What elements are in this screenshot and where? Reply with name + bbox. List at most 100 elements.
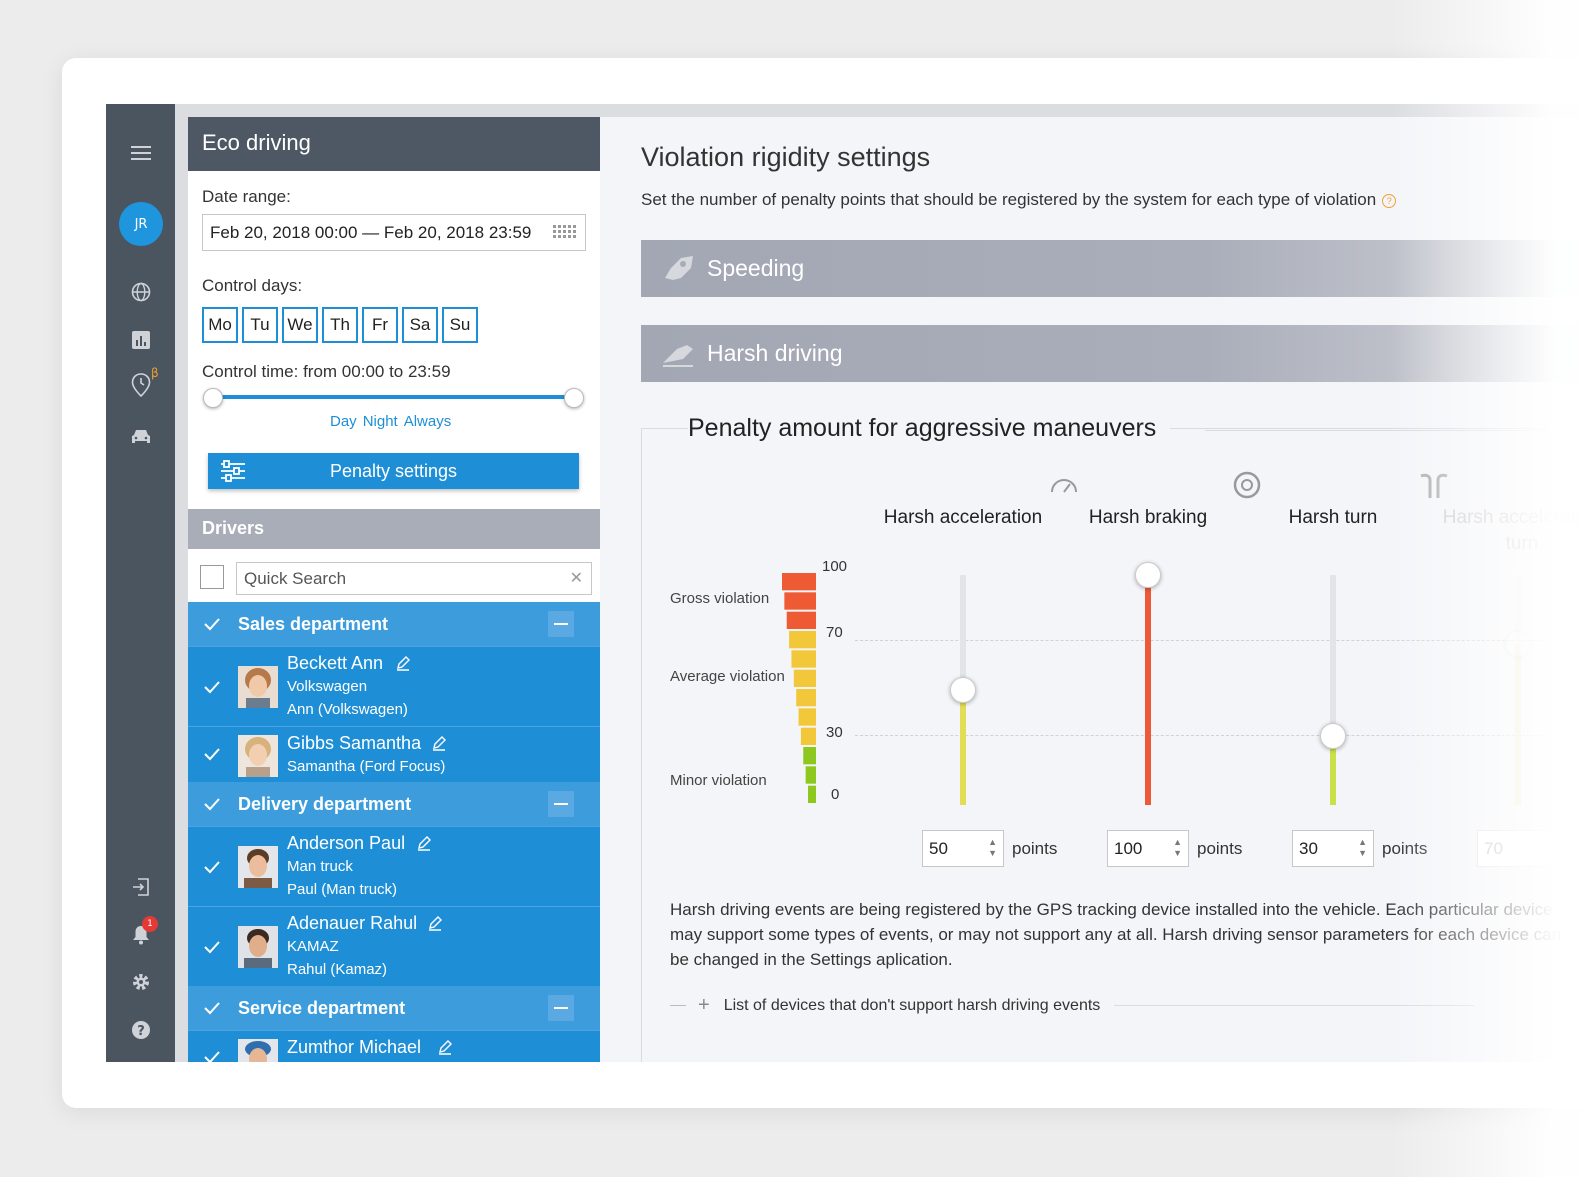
reports-icon[interactable] xyxy=(128,327,154,353)
collapse-icon[interactable] xyxy=(548,791,574,817)
maneuver-title: Harsh acceleration xyxy=(883,507,1043,528)
driver-photo xyxy=(238,1039,278,1062)
check-icon[interactable] xyxy=(200,996,224,1020)
check-icon[interactable] xyxy=(200,855,224,879)
time-range-track[interactable] xyxy=(212,395,574,399)
quick-search-input[interactable]: Quick Search ✕ xyxy=(236,562,592,595)
driver-row[interactable]: Gibbs Samantha Samantha (Ford Focus) xyxy=(188,726,600,782)
check-icon[interactable] xyxy=(200,742,224,766)
collapse-icon[interactable] xyxy=(548,995,574,1021)
time-range-start-handle[interactable] xyxy=(203,388,223,408)
group-service[interactable]: Service department xyxy=(188,986,600,1030)
penalty-settings-button[interactable]: Penalty settings xyxy=(208,453,579,489)
sliders-icon xyxy=(221,460,245,482)
globe-icon[interactable] xyxy=(128,279,154,305)
slider-fill xyxy=(1330,736,1336,805)
day-toggle[interactable]: Tu xyxy=(242,307,278,343)
preset-day[interactable]: Day xyxy=(330,413,357,430)
history-icon[interactable] xyxy=(128,372,154,398)
check-icon[interactable] xyxy=(200,792,224,816)
spinner-icon[interactable]: ▲ ▼ xyxy=(988,837,997,858)
driver-row[interactable]: Zumthor Michael xyxy=(188,1030,600,1062)
assignment: Ann (Volkswagen) xyxy=(287,701,408,718)
spinner-icon[interactable]: ▲ ▼ xyxy=(1173,837,1182,858)
select-all-checkbox[interactable] xyxy=(200,565,224,589)
check-icon[interactable] xyxy=(200,612,224,636)
devices-expander[interactable]: + List of devices that don't support har… xyxy=(670,994,1475,1017)
calendar-icon[interactable] xyxy=(553,224,577,240)
slider-fill xyxy=(1145,575,1151,805)
group-delivery[interactable]: Delivery department xyxy=(188,782,600,826)
group-sales[interactable]: Sales department xyxy=(188,602,600,646)
eco-driving-panel: Eco driving Date range: Feb 20, 2018 00:… xyxy=(188,117,600,1062)
day-toggle[interactable]: We xyxy=(282,307,318,343)
help-icon[interactable]: ? xyxy=(128,1017,154,1043)
scale-tick: 0 xyxy=(831,786,840,803)
slider-handle[interactable] xyxy=(1505,631,1531,657)
driver-row[interactable]: Adenauer Rahul KAMAZ Rahul (Kamaz) xyxy=(188,906,600,986)
car-icon[interactable] xyxy=(128,424,154,450)
points-input[interactable]: 50 ▲ ▼ xyxy=(922,830,1004,867)
gear-icon[interactable] xyxy=(128,969,154,995)
points-input[interactable]: 100 ▲ ▼ xyxy=(1107,830,1189,867)
control-time-label: Control time: from 00:00 to 23:59 xyxy=(202,362,451,381)
slider-handle[interactable] xyxy=(1320,723,1346,749)
beta-badge: β xyxy=(151,366,159,380)
scale-segment xyxy=(786,611,816,629)
day-toggle[interactable]: Sa xyxy=(402,307,438,343)
plus-icon[interactable]: + xyxy=(698,994,710,1016)
time-presets: Day Night Always xyxy=(330,413,451,430)
nav-rail: JR β 1 ? xyxy=(106,104,175,1062)
edit-icon[interactable] xyxy=(416,835,432,851)
scale-segment xyxy=(793,669,816,687)
check-icon[interactable] xyxy=(200,675,224,699)
quick-search-placeholder: Quick Search xyxy=(244,569,347,588)
day-toggle[interactable]: Fr xyxy=(362,307,398,343)
speedometer-icon xyxy=(1051,479,1077,493)
edit-icon[interactable] xyxy=(427,915,443,931)
maneuver-slider[interactable] xyxy=(1330,575,1336,805)
hamburger-icon[interactable] xyxy=(128,140,154,166)
penalty-settings-label: Penalty settings xyxy=(329,460,458,481)
collapse-icon[interactable] xyxy=(548,611,574,637)
time-range-end-handle[interactable] xyxy=(564,388,584,408)
driver-name: Adenauer Rahul xyxy=(287,913,418,933)
points-label: points xyxy=(1382,839,1428,858)
edit-icon[interactable] xyxy=(395,655,411,671)
app-window: JR β 1 ? Eco driving Date range: xyxy=(106,104,1581,1062)
scale-tick: 70 xyxy=(826,624,843,641)
preset-always[interactable]: Always xyxy=(403,413,452,430)
slider-handle[interactable] xyxy=(1135,562,1161,588)
date-range-input[interactable]: Feb 20, 2018 00:00 — Feb 20, 2018 23:59 xyxy=(202,214,586,251)
driver-row[interactable]: Beckett Ann Volkswagen Ann (Volkswagen) xyxy=(188,646,600,726)
section-speeding[interactable]: Speeding xyxy=(641,240,1581,297)
logout-icon[interactable] xyxy=(128,874,154,900)
day-toggle[interactable]: Mo xyxy=(202,307,238,343)
edit-icon[interactable] xyxy=(437,1039,453,1055)
clear-search-icon[interactable]: ✕ xyxy=(569,570,583,587)
group-name: Service department xyxy=(238,998,406,1018)
slider-handle[interactable] xyxy=(950,677,976,703)
scale-segment xyxy=(800,727,816,745)
points-input[interactable]: 30 ▲ ▼ xyxy=(1292,830,1374,867)
driver-photo xyxy=(238,846,278,888)
check-icon[interactable] xyxy=(200,935,224,959)
devices-link[interactable]: List of devices that don't support harsh… xyxy=(723,996,1101,1014)
driver-name: Beckett Ann xyxy=(287,653,384,673)
help-icon[interactable]: ? xyxy=(1382,193,1397,208)
driver-row[interactable]: Anderson Paul Man truck Paul (Man truck) xyxy=(188,826,600,906)
user-avatar[interactable]: JR xyxy=(119,202,163,246)
control-days-label: Control days: xyxy=(202,276,303,295)
minor-label: Minor violation xyxy=(670,772,767,789)
threshold-line xyxy=(855,640,1581,641)
preset-night[interactable]: Night xyxy=(362,413,398,430)
points-input[interactable]: 70 xyxy=(1477,830,1559,867)
day-toggle[interactable]: Su xyxy=(442,307,478,343)
day-toggle[interactable]: Th xyxy=(322,307,358,343)
section-harsh-driving[interactable]: Harsh driving xyxy=(641,325,1581,382)
spinner-icon[interactable]: ▲ ▼ xyxy=(1358,837,1367,858)
check-icon[interactable] xyxy=(200,1045,224,1062)
driver-name: Gibbs Samantha xyxy=(287,733,422,753)
edit-icon[interactable] xyxy=(431,735,447,751)
scale-segment xyxy=(805,766,816,784)
